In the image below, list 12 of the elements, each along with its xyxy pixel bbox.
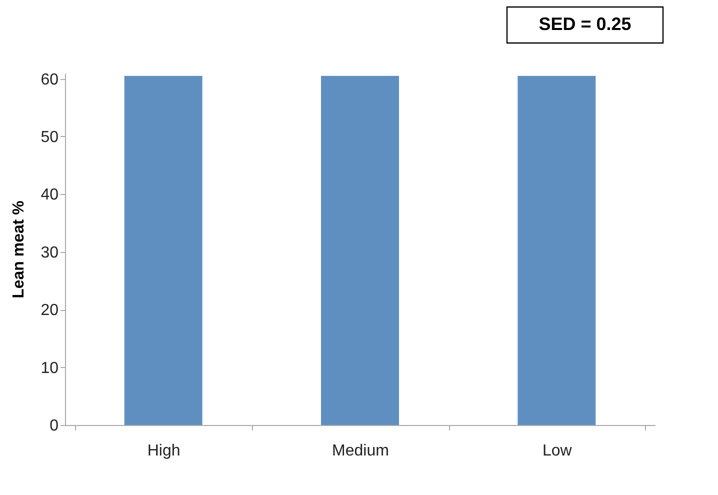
y-tick-label: 0 — [50, 418, 59, 434]
x-tick-label: Low — [542, 442, 572, 460]
y-tick-label: 30 — [40, 244, 59, 262]
text: SED = 0.25 — [538, 14, 632, 34]
y-tick-label: 10 — [40, 360, 59, 377]
y-tick-label: 40 — [40, 186, 59, 204]
y-tick-label: 60 — [40, 71, 59, 88]
y-tick-label: 20 — [40, 302, 59, 320]
y-tick-label: 50 — [40, 128, 59, 146]
x-tick-label: Medium — [332, 442, 389, 460]
x-tick-label: High — [147, 442, 180, 460]
y-axis-title: Lean meat % — [10, 200, 28, 298]
